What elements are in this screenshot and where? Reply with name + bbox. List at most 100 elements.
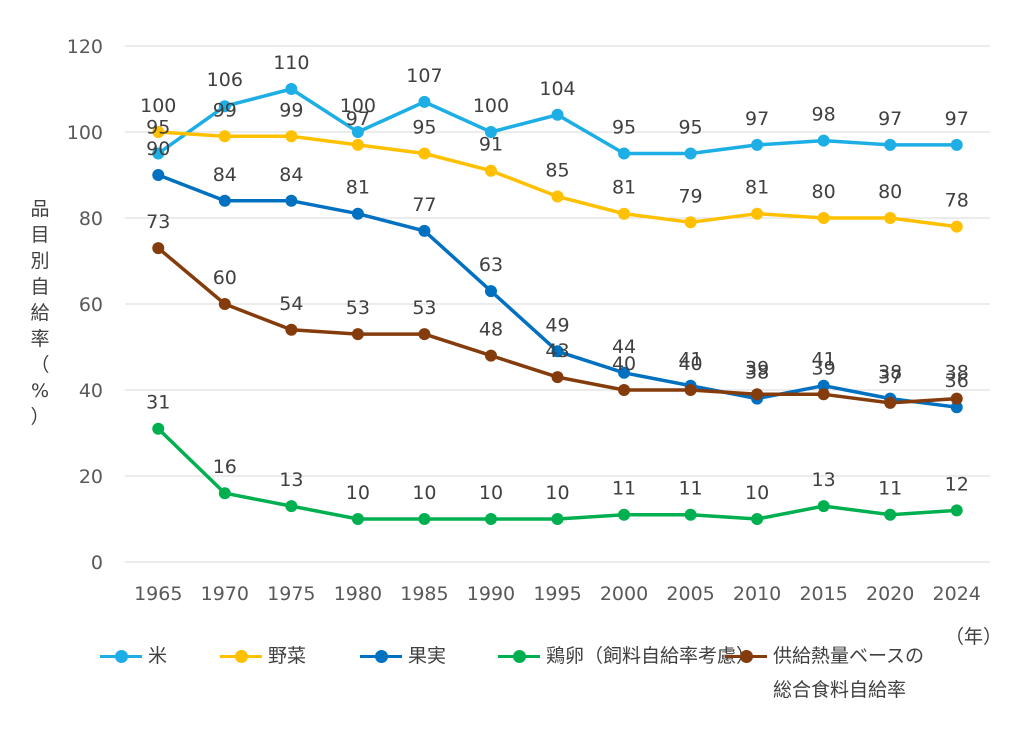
data-label: 106 xyxy=(207,69,243,91)
data-point xyxy=(152,422,165,435)
data-label: 54 xyxy=(279,293,303,315)
data-point xyxy=(817,388,830,401)
data-point xyxy=(884,212,897,224)
data-point xyxy=(950,504,963,517)
data-point xyxy=(950,220,963,233)
x-tick-label: 1995 xyxy=(533,583,581,605)
data-label: 81 xyxy=(346,177,370,199)
data-point xyxy=(618,384,631,396)
data-label: 16 xyxy=(213,456,237,478)
legend-label-fruit: 果実 xyxy=(408,645,447,667)
data-point xyxy=(551,190,564,203)
data-label: 40 xyxy=(678,353,702,375)
data-point xyxy=(285,500,298,513)
data-point xyxy=(484,513,497,525)
data-label: 60 xyxy=(213,267,237,289)
data-point xyxy=(218,130,231,143)
data-label: 37 xyxy=(878,366,902,388)
data-label: 48 xyxy=(479,319,503,341)
data-point xyxy=(817,212,830,224)
data-label: 95 xyxy=(678,117,702,139)
data-label: 77 xyxy=(412,194,436,216)
data-point xyxy=(218,194,231,207)
data-label: 49 xyxy=(545,314,569,336)
data-point xyxy=(684,216,697,229)
y-tick-label: 80 xyxy=(79,208,103,230)
x-tick-label: 1965 xyxy=(134,583,182,605)
y-tick-label: 20 xyxy=(79,466,103,488)
data-label: 99 xyxy=(279,99,303,121)
data-point xyxy=(152,147,165,160)
y-axis-label-char: 自 xyxy=(30,276,49,298)
data-point xyxy=(817,500,830,513)
data-label: 80 xyxy=(812,181,836,203)
data-label: 12 xyxy=(945,473,969,495)
data-label: 95 xyxy=(412,117,436,139)
data-label: 41 xyxy=(678,349,702,371)
data-point xyxy=(418,513,431,525)
x-tick-label: 2024 xyxy=(933,583,981,605)
x-tick-label: 1975 xyxy=(267,583,315,605)
data-label: 11 xyxy=(678,478,702,500)
data-label: 44 xyxy=(612,336,636,358)
data-label: 91 xyxy=(479,134,503,156)
data-point xyxy=(618,366,631,379)
data-label: 36 xyxy=(945,370,969,392)
data-label: 11 xyxy=(878,478,902,500)
y-axis-label-char: ） xyxy=(30,406,49,428)
data-label: 38 xyxy=(945,362,969,384)
data-point xyxy=(751,207,764,220)
legend-item-fruit: 果実 xyxy=(360,645,446,673)
data-label: 53 xyxy=(412,297,436,319)
y-axis-label-char: % xyxy=(31,380,49,402)
data-point xyxy=(285,323,298,336)
data-point xyxy=(484,164,497,177)
data-point xyxy=(884,138,897,151)
data-point xyxy=(551,108,564,121)
legend-label-total: 供給熱量ベースの 総合食料自給率 xyxy=(773,645,925,701)
data-point xyxy=(950,138,963,151)
legend-marker-eggs xyxy=(498,645,540,667)
data-point xyxy=(218,298,231,310)
y-axis-label-char: 別 xyxy=(30,250,49,272)
data-point xyxy=(484,349,497,362)
data-label: 100 xyxy=(473,95,509,117)
data-label: 31 xyxy=(146,392,170,414)
data-label: 100 xyxy=(140,95,176,117)
data-label: 95 xyxy=(146,117,170,139)
data-label: 100 xyxy=(340,95,376,117)
data-label: 10 xyxy=(745,482,769,504)
legend-item-eggs: 鶏卵（飼料自給率考慮） xyxy=(498,645,755,673)
data-point xyxy=(418,224,431,237)
data-label: 95 xyxy=(612,117,636,139)
data-label: 13 xyxy=(812,469,836,491)
data-point xyxy=(152,169,165,181)
data-point xyxy=(817,379,830,392)
data-point xyxy=(950,392,963,405)
y-axis-label-char: 品 xyxy=(30,198,49,220)
data-point xyxy=(285,194,298,207)
data-label: 90 xyxy=(146,138,170,160)
x-tick-label: 1970 xyxy=(201,583,249,605)
x-tick-label: 2000 xyxy=(600,583,648,605)
data-label: 10 xyxy=(346,482,370,504)
data-point xyxy=(285,130,298,143)
x-axis-unit-label: （年） xyxy=(945,626,1003,648)
data-point xyxy=(551,371,564,384)
legend-marker-fruit xyxy=(360,645,402,667)
data-label: 104 xyxy=(539,78,575,100)
x-tick-label: 1985 xyxy=(400,583,448,605)
data-label: 39 xyxy=(745,357,769,379)
data-point xyxy=(484,126,497,138)
data-label: 81 xyxy=(745,177,769,199)
data-point xyxy=(152,126,165,138)
y-tick-label: 0 xyxy=(91,552,103,574)
y-axis-ticks: 0 20 40 60 80 100 120 xyxy=(67,36,103,574)
data-point xyxy=(751,513,764,525)
series-line-3 xyxy=(157,427,957,521)
y-axis-label-char: 率 xyxy=(30,328,49,350)
data-point xyxy=(684,147,697,160)
data-label: 107 xyxy=(406,65,442,87)
x-tick-label: 2020 xyxy=(866,583,914,605)
